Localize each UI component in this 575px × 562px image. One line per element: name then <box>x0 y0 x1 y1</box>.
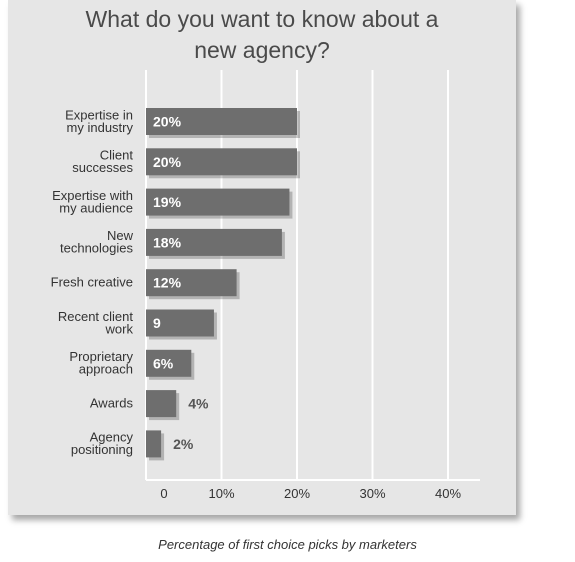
chart-title-line-2: new agency? <box>194 37 330 63</box>
category-label-8-1: positioning <box>71 442 133 457</box>
category-label-2-0: Expertise with <box>52 188 133 203</box>
x-tick-label-1: 10% <box>208 486 234 501</box>
category-label-0-1: my industry <box>67 120 134 135</box>
data-label-3: 18% <box>153 234 182 250</box>
category-label-5-1: work <box>105 321 134 336</box>
category-label-7-0: Awards <box>90 396 134 411</box>
data-label-2: 19% <box>153 194 182 210</box>
category-label-3-0: New <box>107 228 134 243</box>
chart-panel <box>8 0 516 515</box>
chart-title-line-1: What do you want to know about a <box>85 6 439 32</box>
chart-caption: Percentage of first choice picks by mark… <box>158 537 417 552</box>
bar-8 <box>146 430 162 458</box>
category-label-1-0: Client <box>100 148 134 163</box>
category-label-4-0: Fresh creative <box>51 275 133 290</box>
bar-6 <box>146 349 192 377</box>
data-label-4: 12% <box>153 275 182 291</box>
bar-2 <box>146 188 290 216</box>
category-label-5-0: Recent client <box>58 309 134 324</box>
data-label-8: 2% <box>173 436 194 452</box>
data-label-6: 6% <box>153 355 174 371</box>
x-tick-label-2: 20% <box>284 486 310 501</box>
data-label-7: 4% <box>188 396 209 412</box>
bar-7 <box>146 390 177 418</box>
category-label-6-0: Proprietary <box>69 349 133 364</box>
category-label-2-1: my audience <box>59 200 133 215</box>
chart-title: What do you want to know about a new age… <box>8 4 516 66</box>
x-tick-label-3: 30% <box>359 486 385 501</box>
bar-4 <box>146 269 237 297</box>
bar-1 <box>146 148 297 176</box>
bar-0 <box>146 108 297 135</box>
category-label-1-1: successes <box>72 160 133 175</box>
x-tick-label-4: 40% <box>435 486 461 501</box>
data-label-5: 9 <box>153 315 161 331</box>
bar-5 <box>146 309 214 337</box>
bar-3 <box>146 228 282 256</box>
category-label-8-0: Agency <box>90 430 134 445</box>
data-label-1: 20% <box>153 154 182 170</box>
data-label-0: 20% <box>153 114 182 130</box>
category-label-3-1: technologies <box>60 241 133 256</box>
x-tick-label-0: 0 <box>160 486 167 501</box>
category-label-0-0: Expertise in <box>65 107 133 122</box>
category-label-6-1: approach <box>79 362 133 377</box>
